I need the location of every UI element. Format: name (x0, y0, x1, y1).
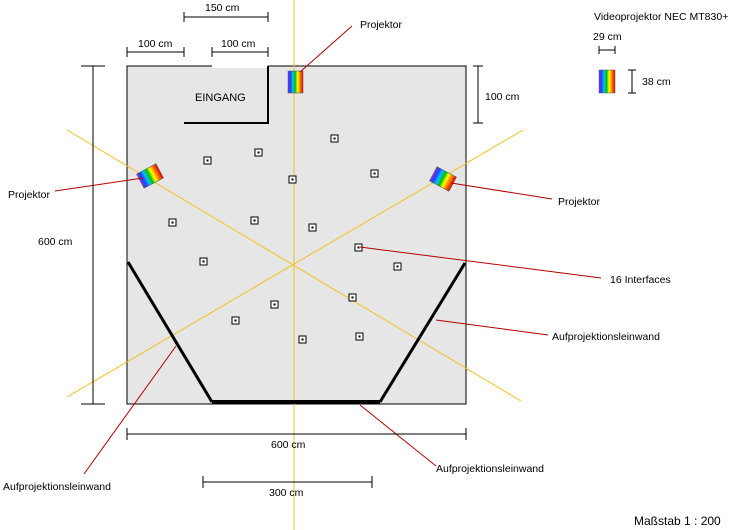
entrance-label: EINGANG (195, 92, 246, 104)
interface-marker (270, 300, 279, 309)
dimension-600cm-horizontal-label: 600 cm (271, 439, 306, 451)
leader-screen-left (83, 345, 177, 475)
projector-top (287, 70, 304, 94)
label-projector-right: Projektor (558, 196, 601, 208)
projection-screen-left (126, 261, 214, 403)
leader-screen-bottom (359, 404, 437, 467)
legend: Videoprojektor NEC MT830+ 29 cm 38 cm (593, 11, 728, 94)
label-projector-left: Projektor (8, 189, 51, 201)
interface-marker (348, 293, 357, 302)
dimension-100cm-right-label: 100 cm (485, 91, 520, 103)
room-floor (126, 65, 467, 405)
entrance-opening (212, 64, 268, 68)
label-interfaces: 16 Interfaces (610, 274, 671, 286)
dimension-100cm-entrance (211, 47, 269, 57)
interface-marker (288, 175, 297, 184)
interface-marker (199, 257, 208, 266)
dimension-100cm-entrance-label: 100 cm (221, 38, 256, 50)
label-screen-left: Aufprojektionsleinwand (3, 481, 111, 493)
interface-marker (330, 134, 339, 143)
leader-screen-right (435, 319, 549, 336)
interface-marker (355, 332, 364, 341)
interface-marker (298, 335, 307, 344)
label-screen-right: Aufprojektionsleinwand (552, 331, 660, 343)
dimension-300cm-label: 300 cm (269, 487, 304, 499)
label-projector-top: Projektor (360, 19, 403, 31)
interface-marker (203, 156, 212, 165)
dimension-600cm-horizontal (126, 428, 467, 440)
dimension-100cm-left (126, 47, 185, 57)
projection-screen-right (378, 262, 467, 403)
leader-interfaces (359, 246, 602, 279)
legend-title: Videoprojektor NEC MT830+ (594, 11, 728, 23)
interface-marker (308, 223, 317, 232)
legend-width-dimension (598, 46, 616, 54)
interface-marker (250, 216, 259, 225)
dimension-300cm (202, 476, 373, 488)
scale-label: Maßstab 1 : 200 (634, 514, 721, 528)
interface-marker (231, 316, 240, 325)
projector-right (429, 166, 457, 192)
interface-marker (254, 148, 263, 157)
interface-marker (370, 169, 379, 178)
dimension-100cm-left-label: 100 cm (138, 38, 173, 50)
legend-projector-icon (598, 69, 616, 94)
interface-marker (168, 218, 177, 227)
dimension-150cm (183, 12, 269, 22)
entrance-wall (184, 66, 269, 124)
dimension-100cm-right (473, 65, 483, 124)
legend-height-label: 38 cm (642, 76, 671, 88)
interface-marker (393, 262, 402, 271)
dimension-150cm-label: 150 cm (205, 2, 240, 14)
dimension-600cm-vertical (81, 65, 105, 405)
leader-projector-right (450, 182, 553, 200)
label-screen-bottom: Aufprojektionsleinwand (436, 463, 544, 475)
legend-width-label: 29 cm (593, 31, 622, 43)
leader-projector-top (299, 25, 353, 73)
projector-left (136, 163, 164, 189)
dimension-600cm-vertical-label: 600 cm (38, 236, 73, 248)
leader-projector-left (54, 177, 144, 192)
interface-markers (168, 134, 402, 344)
legend-height-dimension (628, 69, 636, 94)
